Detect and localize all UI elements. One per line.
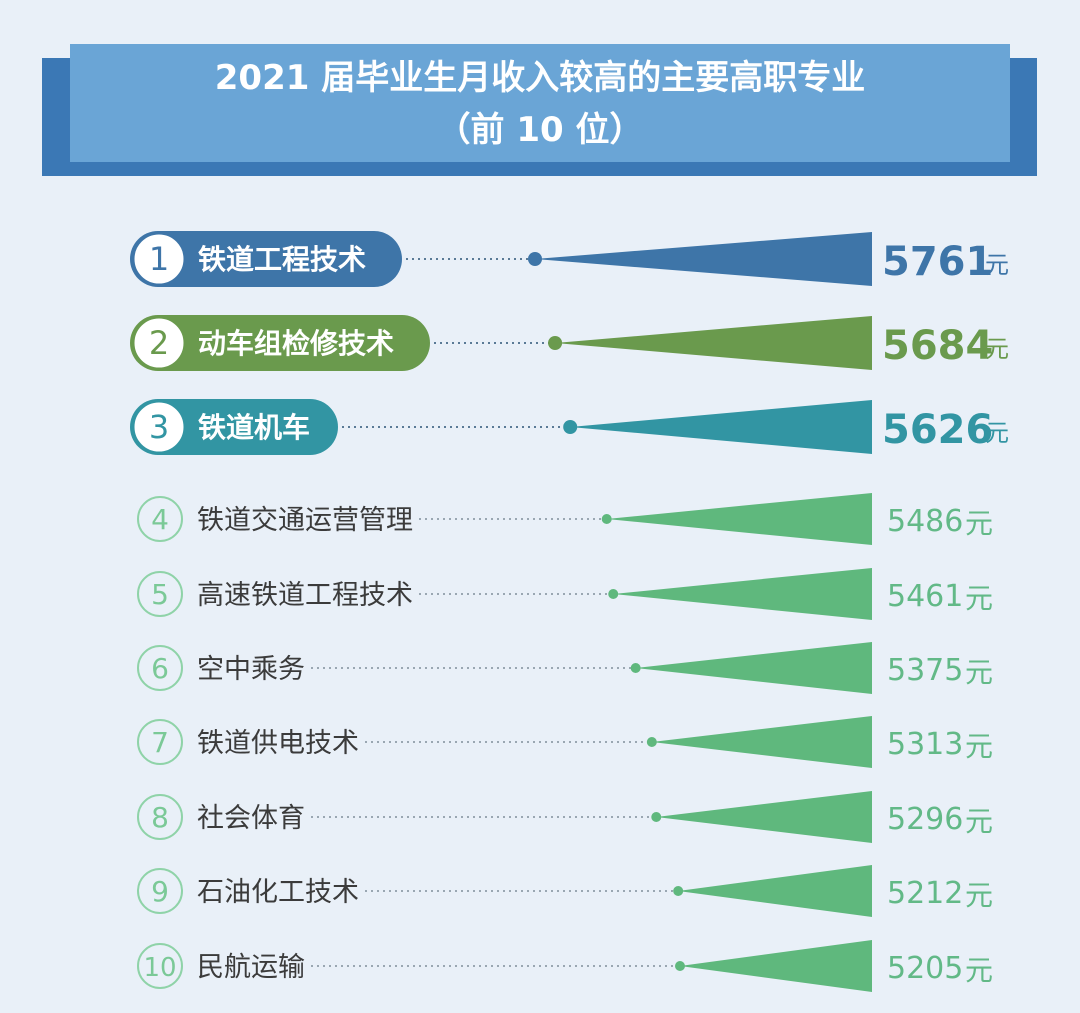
label-pill bbox=[130, 315, 430, 371]
row-7: 7 铁道供电技术 5313 元 bbox=[137, 716, 993, 768]
rank-circle bbox=[131, 231, 187, 287]
title-line-1: 2021 届毕业生月收入较高的主要高职专业 bbox=[214, 58, 866, 98]
unit-label: 元 bbox=[965, 507, 993, 540]
row-10: 10 民航运输 5205 元 bbox=[137, 940, 993, 992]
unit-label: 元 bbox=[965, 805, 993, 838]
rank-circle bbox=[131, 315, 187, 371]
value-label: 5761 bbox=[882, 239, 993, 285]
rank-circle bbox=[137, 794, 183, 840]
value-bar bbox=[635, 642, 872, 694]
rank-number: 3 bbox=[149, 408, 169, 446]
value-bar bbox=[680, 940, 872, 992]
rank-circle bbox=[137, 719, 183, 765]
unit-label: 元 bbox=[985, 335, 1009, 363]
row-8: 8 社会体育 5296 元 bbox=[137, 791, 993, 843]
value-bar bbox=[656, 791, 872, 843]
category-label: 铁道供电技术 bbox=[197, 728, 359, 759]
value-label: 5486 bbox=[887, 504, 963, 539]
value-bar bbox=[613, 568, 872, 620]
rank-number: 6 bbox=[151, 652, 169, 685]
category-label: 石油化工技术 bbox=[197, 877, 359, 908]
category-label: 铁道交通运营管理 bbox=[197, 505, 413, 536]
value-bar bbox=[606, 493, 872, 545]
unit-label: 元 bbox=[965, 730, 993, 763]
title-line-2: （前 10 位） bbox=[436, 110, 644, 150]
row-5: 5 高速铁道工程技术 5461 元 bbox=[137, 568, 993, 620]
rank-number: 8 bbox=[151, 801, 169, 834]
category-label: 空中乘务 bbox=[197, 654, 305, 685]
unit-label: 元 bbox=[965, 879, 993, 912]
rank-circle bbox=[137, 571, 183, 617]
value-label: 5684 bbox=[882, 323, 993, 369]
value-bar bbox=[570, 400, 872, 454]
unit-label: 元 bbox=[965, 954, 993, 987]
value-bar bbox=[651, 716, 872, 768]
unit-label: 元 bbox=[985, 251, 1009, 279]
category-label: 民航运输 bbox=[197, 952, 305, 983]
rank-circle bbox=[137, 645, 183, 691]
value-bar bbox=[535, 232, 872, 286]
title-banner: 2021 届毕业生月收入较高的主要高职专业 （前 10 位） bbox=[70, 44, 1010, 162]
value-label: 5212 bbox=[887, 876, 963, 911]
value-label: 5296 bbox=[887, 802, 963, 837]
value-bar bbox=[555, 316, 872, 370]
unit-label: 元 bbox=[965, 656, 993, 689]
rank-number: 9 bbox=[151, 875, 169, 908]
row-6: 6 空中乘务 5375 元 bbox=[137, 642, 993, 694]
value-label: 5461 bbox=[887, 579, 963, 614]
rank-number: 4 bbox=[151, 503, 169, 536]
rank-number: 1 bbox=[149, 240, 169, 278]
category-label: 社会体育 bbox=[197, 803, 305, 834]
category-label: 动车组检修技术 bbox=[198, 327, 394, 360]
rank-number: 7 bbox=[151, 726, 169, 759]
rank-circle bbox=[131, 399, 187, 455]
value-bar bbox=[678, 865, 872, 917]
value-label: 5626 bbox=[882, 407, 993, 453]
value-label: 5205 bbox=[887, 951, 963, 986]
rank-circle bbox=[137, 496, 183, 542]
rank-number: 2 bbox=[149, 324, 169, 362]
rank-circle bbox=[137, 868, 183, 914]
row-4: 4 铁道交通运营管理 5486 元 bbox=[137, 493, 993, 545]
category-label: 铁道工程技术 bbox=[198, 243, 366, 276]
label-pill bbox=[130, 231, 402, 287]
category-label: 铁道机车 bbox=[198, 411, 310, 444]
category-label: 高速铁道工程技术 bbox=[197, 580, 413, 611]
row-9: 9 石油化工技术 5212 元 bbox=[137, 865, 993, 917]
rank-circle bbox=[137, 943, 183, 989]
unit-label: 元 bbox=[965, 582, 993, 615]
unit-label: 元 bbox=[985, 419, 1009, 447]
value-label: 5313 bbox=[887, 727, 963, 762]
rank-number: 10 bbox=[143, 953, 176, 983]
rank-number: 5 bbox=[151, 578, 169, 611]
value-label: 5375 bbox=[887, 653, 963, 688]
